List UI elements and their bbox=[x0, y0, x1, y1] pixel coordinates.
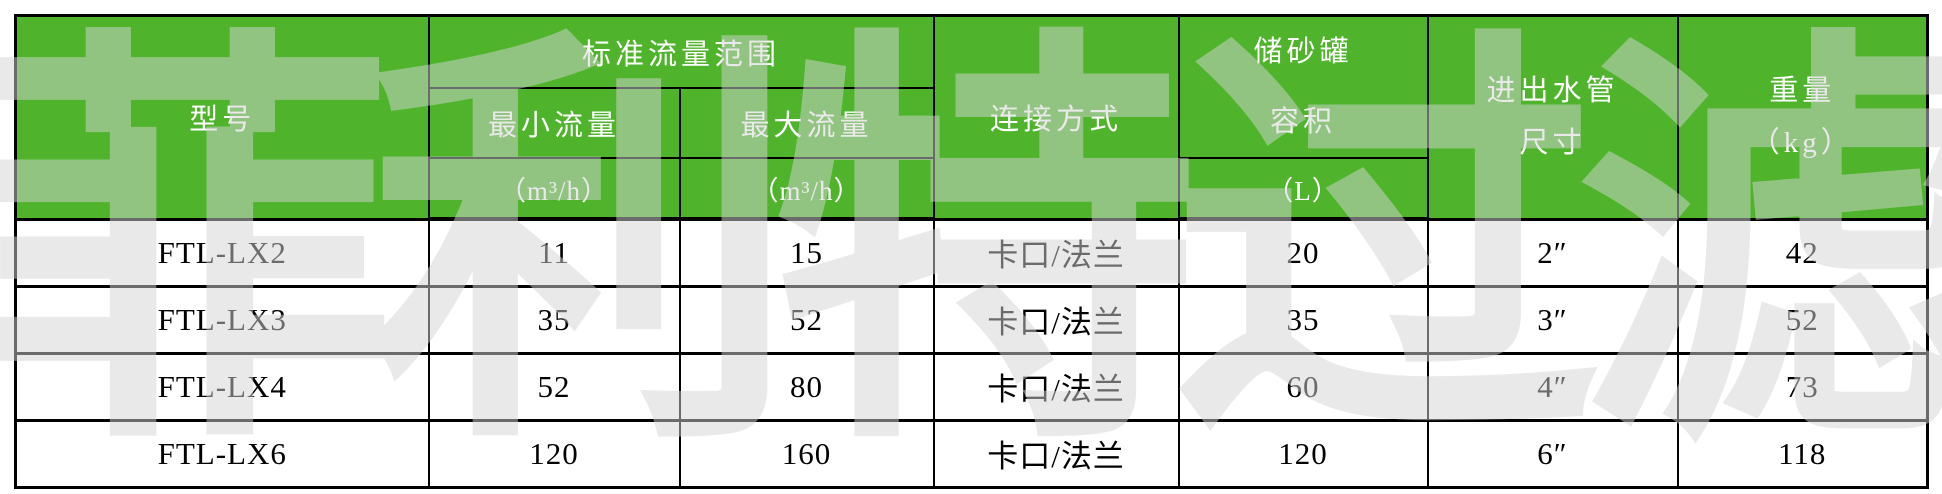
cell-pipe-size: 4″ bbox=[1426, 351, 1679, 422]
cell-connection: 卡口/法兰 bbox=[932, 351, 1180, 422]
cell-min-flow: 11 bbox=[427, 217, 681, 288]
cell-min-flow: 35 bbox=[427, 285, 681, 355]
cell-model: FTL-LX3 bbox=[14, 285, 430, 355]
weight-header-line-1: 重量 bbox=[1769, 75, 1836, 108]
cell-tank-volume: 120 bbox=[1177, 418, 1429, 490]
col-header-max-flow-unit: （m³/h） bbox=[678, 157, 935, 221]
table-row: FTL-LX4 52 80 卡口/法兰 60 4″ 73 bbox=[14, 351, 1929, 422]
table-header: 型号 标准流量范围 连接方式 储砂罐 容积 进出水管 尺寸 重量 （kg） 最小… bbox=[14, 14, 1929, 221]
cell-model: FTL-LX2 bbox=[14, 217, 430, 288]
cell-max-flow: 15 bbox=[678, 217, 935, 288]
tank-header-line-2: 容积 bbox=[1270, 106, 1337, 138]
cell-pipe-size: 2″ bbox=[1426, 217, 1679, 288]
cell-connection: 卡口/法兰 bbox=[932, 217, 1180, 288]
col-header-max-flow: 最大流量 bbox=[678, 87, 935, 159]
product-spec-table: 型号 标准流量范围 连接方式 储砂罐 容积 进出水管 尺寸 重量 （kg） 最小… bbox=[14, 14, 1930, 490]
cell-model: FTL-LX6 bbox=[14, 418, 430, 490]
pipe-header-line-2: 尺寸 bbox=[1519, 127, 1586, 160]
cell-connection: 卡口/法兰 bbox=[932, 418, 1180, 490]
cell-max-flow: 80 bbox=[678, 351, 935, 422]
cell-model: FTL-LX4 bbox=[14, 351, 430, 422]
cell-tank-volume: 35 bbox=[1177, 285, 1429, 355]
col-header-pipe-size: 进出水管 尺寸 bbox=[1426, 14, 1679, 220]
col-header-connection: 连接方式 bbox=[932, 14, 1180, 220]
weight-header-line-2: （kg） bbox=[1750, 127, 1854, 160]
header-row-3: （m³/h） （m³/h） （L） bbox=[16, 157, 1928, 221]
header-row-2: 最小流量 最大流量 bbox=[16, 87, 1928, 159]
col-header-model: 型号 bbox=[14, 14, 430, 220]
cell-weight: 73 bbox=[1676, 351, 1929, 422]
table-row: FTL-LX3 35 52 卡口/法兰 35 3″ 52 bbox=[14, 285, 1929, 355]
cell-tank-volume: 20 bbox=[1177, 217, 1429, 288]
col-header-min-flow: 最小流量 bbox=[427, 87, 681, 159]
col-header-flow-range: 标准流量范围 bbox=[427, 14, 935, 90]
table-row: FTL-LX6 120 160 卡口/法兰 120 6″ 118 bbox=[14, 418, 1929, 490]
cell-min-flow: 52 bbox=[427, 351, 681, 422]
cell-weight: 118 bbox=[1676, 418, 1929, 490]
pipe-header-line-1: 进出水管 bbox=[1486, 75, 1619, 108]
cell-max-flow: 160 bbox=[678, 418, 935, 490]
header-row-1: 型号 标准流量范围 连接方式 储砂罐 容积 进出水管 尺寸 重量 （kg） bbox=[14, 14, 1929, 220]
col-header-tank-unit: （L） bbox=[1177, 157, 1429, 221]
col-header-min-flow-unit: （m³/h） bbox=[427, 157, 681, 221]
cell-max-flow: 52 bbox=[678, 285, 935, 355]
tank-header-line-1: 储砂罐 bbox=[1253, 36, 1353, 68]
table-body: FTL-LX2 11 15 卡口/法兰 20 2″ 42 FTL-LX3 35 … bbox=[14, 217, 1929, 490]
cell-min-flow: 120 bbox=[427, 418, 681, 490]
col-header-weight: 重量 （kg） bbox=[1676, 14, 1929, 220]
cell-pipe-size: 6″ bbox=[1426, 418, 1679, 490]
cell-weight: 52 bbox=[1676, 285, 1929, 355]
table-row: FTL-LX2 11 15 卡口/法兰 20 2″ 42 bbox=[14, 217, 1929, 288]
cell-weight: 42 bbox=[1676, 217, 1929, 288]
col-header-tank-volume: 储砂罐 容积 bbox=[1177, 14, 1429, 159]
cell-connection: 卡口/法兰 bbox=[932, 285, 1180, 355]
cell-tank-volume: 60 bbox=[1177, 351, 1429, 422]
cell-pipe-size: 3″ bbox=[1426, 285, 1679, 355]
